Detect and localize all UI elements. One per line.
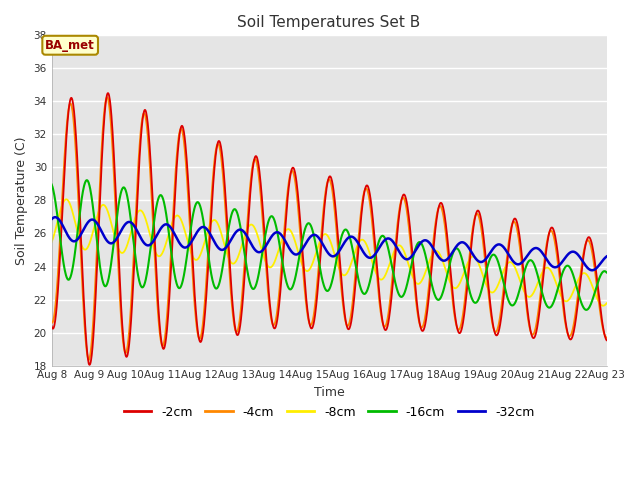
Legend: -2cm, -4cm, -8cm, -16cm, -32cm: -2cm, -4cm, -8cm, -16cm, -32cm: [118, 401, 540, 424]
X-axis label: Time: Time: [314, 386, 344, 399]
Y-axis label: Soil Temperature (C): Soil Temperature (C): [15, 136, 28, 264]
Text: BA_met: BA_met: [45, 39, 95, 52]
Title: Soil Temperatures Set B: Soil Temperatures Set B: [237, 15, 420, 30]
